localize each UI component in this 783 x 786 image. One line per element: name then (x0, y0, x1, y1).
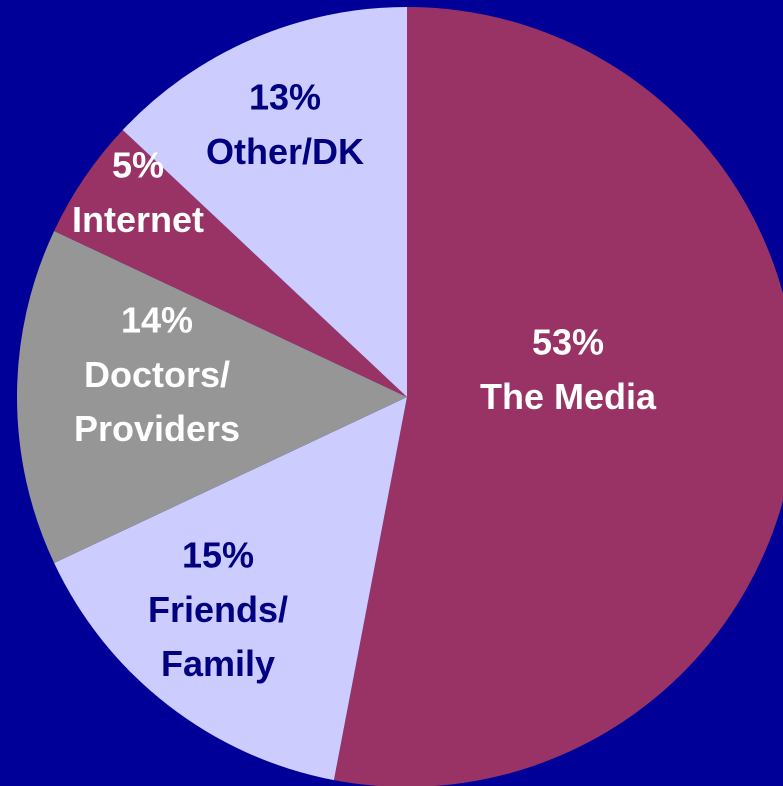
slice-label: Doctors/Providers (74, 354, 240, 449)
slice-label: The Media (480, 376, 657, 417)
slice-label: Friends/Family (148, 589, 288, 684)
slice-label: Internet (72, 199, 204, 240)
pie-slice (54, 397, 407, 781)
pie-slice (333, 7, 783, 786)
value-label: 53% (532, 322, 604, 363)
slice-label: Other/DK (206, 131, 364, 172)
pie-slice (54, 130, 407, 398)
value-label: 15% (182, 535, 254, 576)
value-label: 13% (249, 77, 321, 118)
pie-slice (17, 230, 407, 564)
value-label: 5% (112, 145, 164, 186)
value-label: 14% (121, 300, 193, 341)
pie-slice (122, 7, 407, 397)
